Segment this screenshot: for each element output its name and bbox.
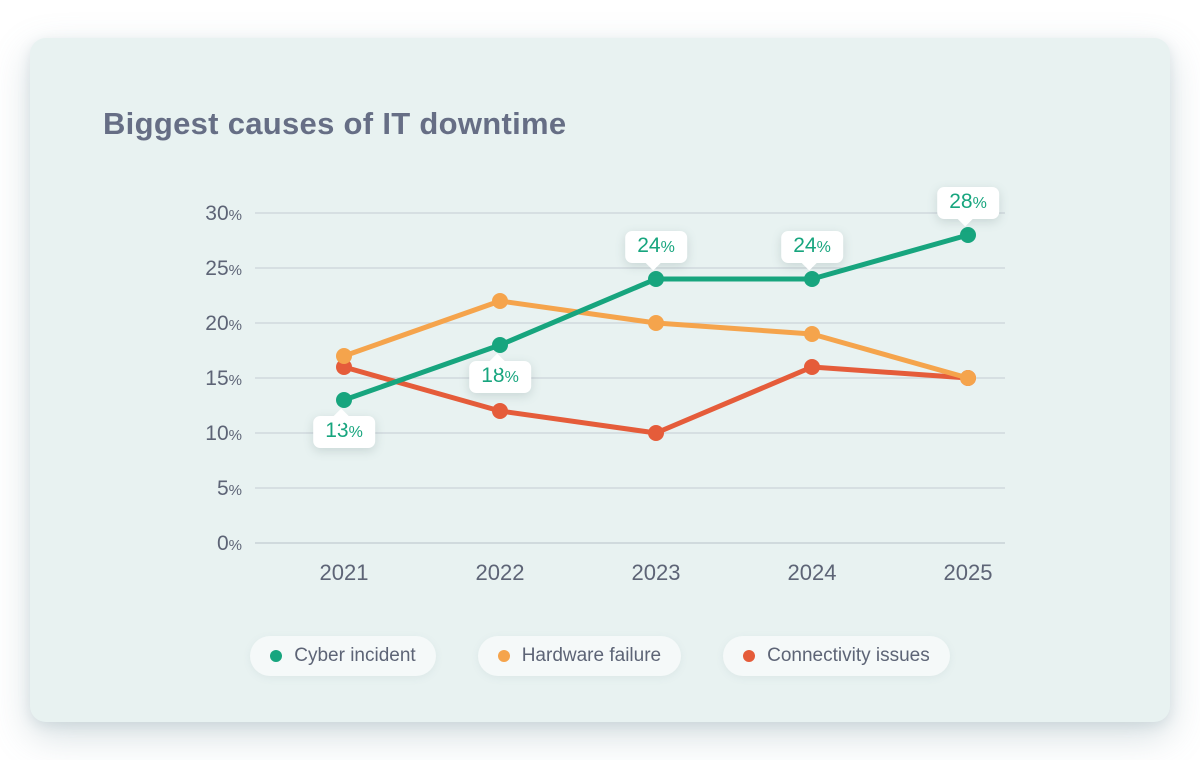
series-line-connectivity-issues xyxy=(341,364,971,436)
legend-item-cyber-incident: Cyber incident xyxy=(250,636,436,676)
data-point-connectivity-issues xyxy=(492,403,508,419)
point-label-bubble: 24% xyxy=(781,231,843,263)
cyber-incident-dot-icon xyxy=(270,650,283,662)
point-label-bubble: 28% xyxy=(937,187,999,219)
y-axis-tick-label: 0% xyxy=(217,532,242,555)
data-point-cyber-incident xyxy=(804,271,820,287)
x-axis-tick-label: 2021 xyxy=(320,560,369,585)
chart-card: Biggest causes of IT downtime 0% 5% 10% 15%… xyxy=(30,38,1170,722)
data-point-cyber-incident xyxy=(648,271,664,287)
data-point-hardware-failure xyxy=(648,315,664,331)
legend-label-hardware-failure: Hardware failure xyxy=(521,645,662,666)
legend-label-cyber-incident: Cyber incident xyxy=(294,645,416,666)
data-point-hardware-failure xyxy=(492,293,508,309)
hardware-failure-dot-icon xyxy=(497,650,510,662)
x-axis-tick-label: 2024 xyxy=(788,560,837,585)
x-axis-tick-label: 2025 xyxy=(944,560,993,585)
line-chart: 0% 5% 10% 15% 20% 25% 30% 2021 2022 2023 2024 2025 … xyxy=(190,187,1050,608)
y-axis-tick-label: 20% xyxy=(205,312,242,335)
data-point-connectivity-issues xyxy=(804,359,820,375)
legend-item-connectivity-issues: Connectivity issues xyxy=(723,636,950,676)
y-axis-tick-label: 15% xyxy=(205,367,242,390)
point-label-bubble: 24% xyxy=(625,231,687,263)
data-point-cyber-incident xyxy=(492,337,508,353)
y-axis-tick-label: 25% xyxy=(205,257,242,280)
y-axis-tick-label: 10% xyxy=(205,422,242,445)
point-label-bubble: 18% xyxy=(469,361,531,393)
point-label-bubble: 13% xyxy=(313,416,375,448)
data-point-cyber-incident xyxy=(336,392,352,408)
legend-item-hardware-failure: Hardware failure xyxy=(477,636,682,676)
data-point-hardware-failure xyxy=(960,370,976,386)
data-point-hardware-failure xyxy=(336,348,352,364)
data-point-cyber-incident xyxy=(960,227,976,243)
x-axis-tick-label: 2022 xyxy=(476,560,525,585)
chart-title: Biggest causes of IT downtime xyxy=(103,106,567,141)
chart-canvas: 0% 5% 10% 15% 20% 25% 30% 2021 2022 2023 2024 2025 xyxy=(205,202,1005,585)
data-point-hardware-failure xyxy=(804,326,820,342)
connectivity-issues-dot-icon xyxy=(743,650,756,662)
data-point-connectivity-issues xyxy=(648,425,664,441)
x-axis-tick-label: 2023 xyxy=(632,560,681,585)
y-axis-tick-label: 30% xyxy=(205,202,242,225)
y-axis-tick-label: 5% xyxy=(217,477,242,500)
chart-legend: Cyber incident Hardware failure Connecti… xyxy=(30,636,1170,676)
data-point-connectivity-issues xyxy=(336,359,352,375)
legend-label-connectivity-issues: Connectivity issues xyxy=(767,645,930,666)
